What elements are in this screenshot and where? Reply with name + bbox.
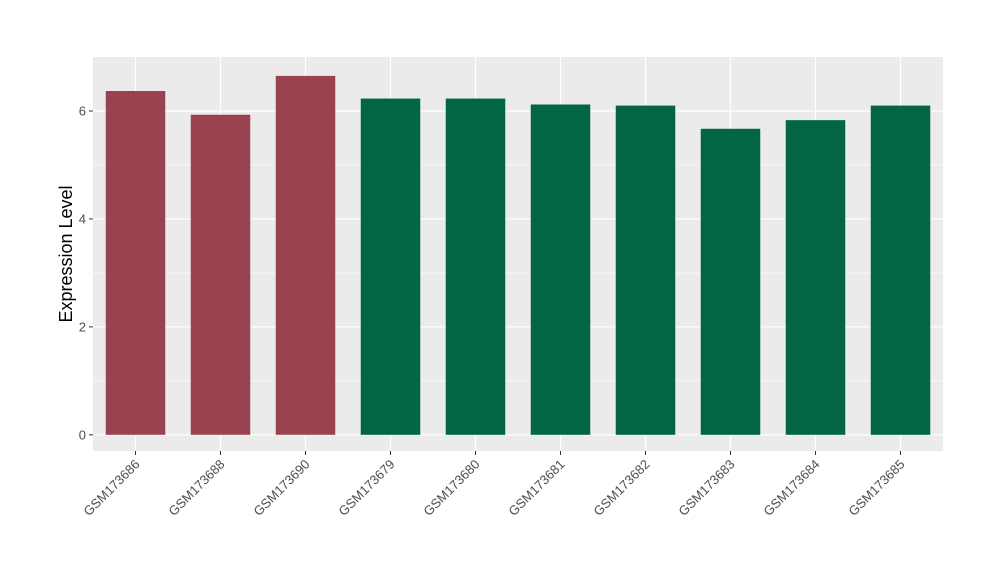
bar-GSM173685 xyxy=(870,105,931,435)
bar-GSM173683 xyxy=(700,128,761,435)
x-tick-label: GSM173686 xyxy=(80,457,142,519)
y-tick-label: 6 xyxy=(79,103,86,118)
y-tick-label: 4 xyxy=(79,211,86,226)
bar-GSM173680 xyxy=(445,98,506,435)
y-axis-title: Expression Level xyxy=(56,185,76,322)
x-tick-label: GSM173682 xyxy=(590,457,652,519)
x-tick-label: GSM173690 xyxy=(250,457,312,519)
bar-GSM173690 xyxy=(275,75,336,435)
x-tick-label: GSM173688 xyxy=(165,457,227,519)
y-tick-label: 0 xyxy=(79,427,86,442)
bar-GSM173679 xyxy=(360,98,421,435)
bar-GSM173686 xyxy=(105,91,166,435)
x-tick-label: GSM173684 xyxy=(760,457,822,519)
bars xyxy=(105,75,931,435)
y-axis: 0 2 4 6 xyxy=(79,103,93,442)
y-tick-label: 2 xyxy=(79,319,86,334)
bar-GSM173681 xyxy=(530,104,591,435)
bar-GSM173684 xyxy=(785,120,846,435)
x-tick-label: GSM173680 xyxy=(420,457,482,519)
bar-GSM173688 xyxy=(190,114,251,435)
bar-GSM173682 xyxy=(615,105,676,435)
x-tick-label: GSM173683 xyxy=(675,457,737,519)
x-axis: GSM173686 GSM173688 GSM173690 GSM173679 GSM1… xyxy=(80,451,908,519)
x-tick-label: GSM173679 xyxy=(335,457,397,519)
x-tick-label: GSM173681 xyxy=(505,457,567,519)
x-tick-label: GSM173685 xyxy=(845,457,907,519)
